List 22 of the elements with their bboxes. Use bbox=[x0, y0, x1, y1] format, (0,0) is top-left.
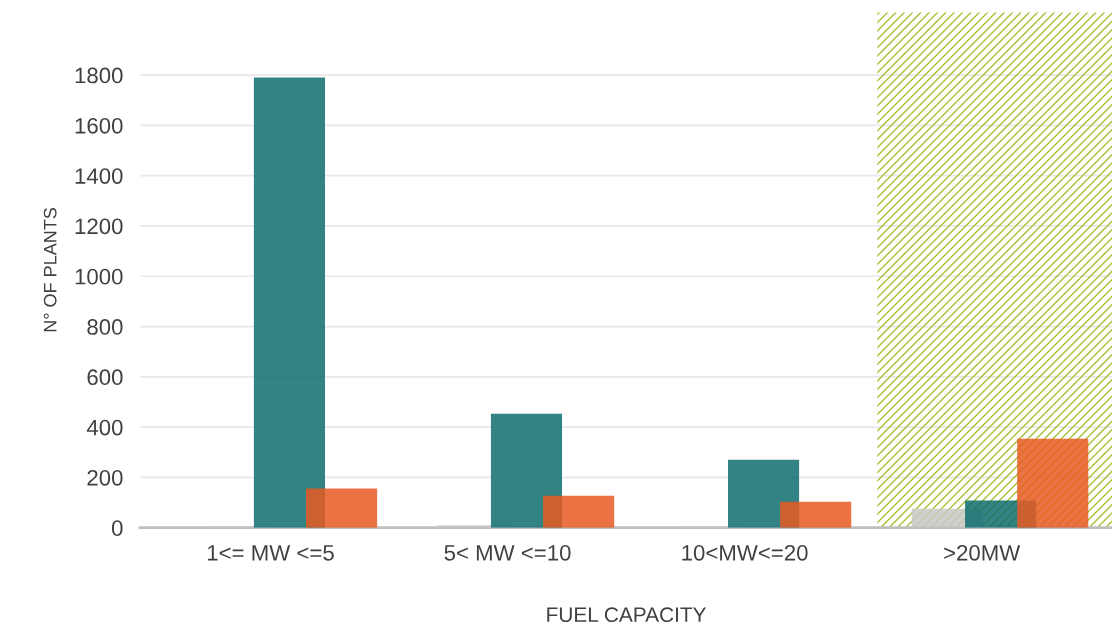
x-tick-label: 10<MW<=20 bbox=[682, 544, 808, 561]
bar bbox=[253, 77, 326, 528]
bar bbox=[1017, 438, 1089, 528]
x-tick-label: 5< MW <=10 bbox=[444, 544, 571, 561]
y-tick-label: 1800 bbox=[75, 67, 123, 84]
bar bbox=[780, 501, 852, 528]
y-tick-label: 1000 bbox=[75, 268, 123, 285]
y-tick-label: 200 bbox=[87, 469, 123, 486]
bar bbox=[490, 413, 563, 528]
y-axis-title: N° OF PLANTS bbox=[43, 207, 57, 332]
bar bbox=[543, 495, 615, 528]
bar bbox=[306, 488, 378, 528]
x-tick-label: >20MW bbox=[944, 544, 1021, 561]
y-tick-label: 800 bbox=[87, 319, 123, 335]
y-tick-label: 1200 bbox=[75, 218, 123, 235]
y-tick-label: 0 bbox=[111, 520, 123, 536]
y-tick-label: 400 bbox=[86, 419, 123, 436]
y-tick-label: 600 bbox=[87, 369, 123, 386]
y-tick-label: 1600 bbox=[75, 117, 123, 134]
x-tick-label: 1<= MW <=5 bbox=[207, 545, 334, 561]
x-axis-title: FUEL CAPACITY bbox=[547, 607, 707, 623]
y-tick-label: 1400 bbox=[75, 168, 123, 184]
